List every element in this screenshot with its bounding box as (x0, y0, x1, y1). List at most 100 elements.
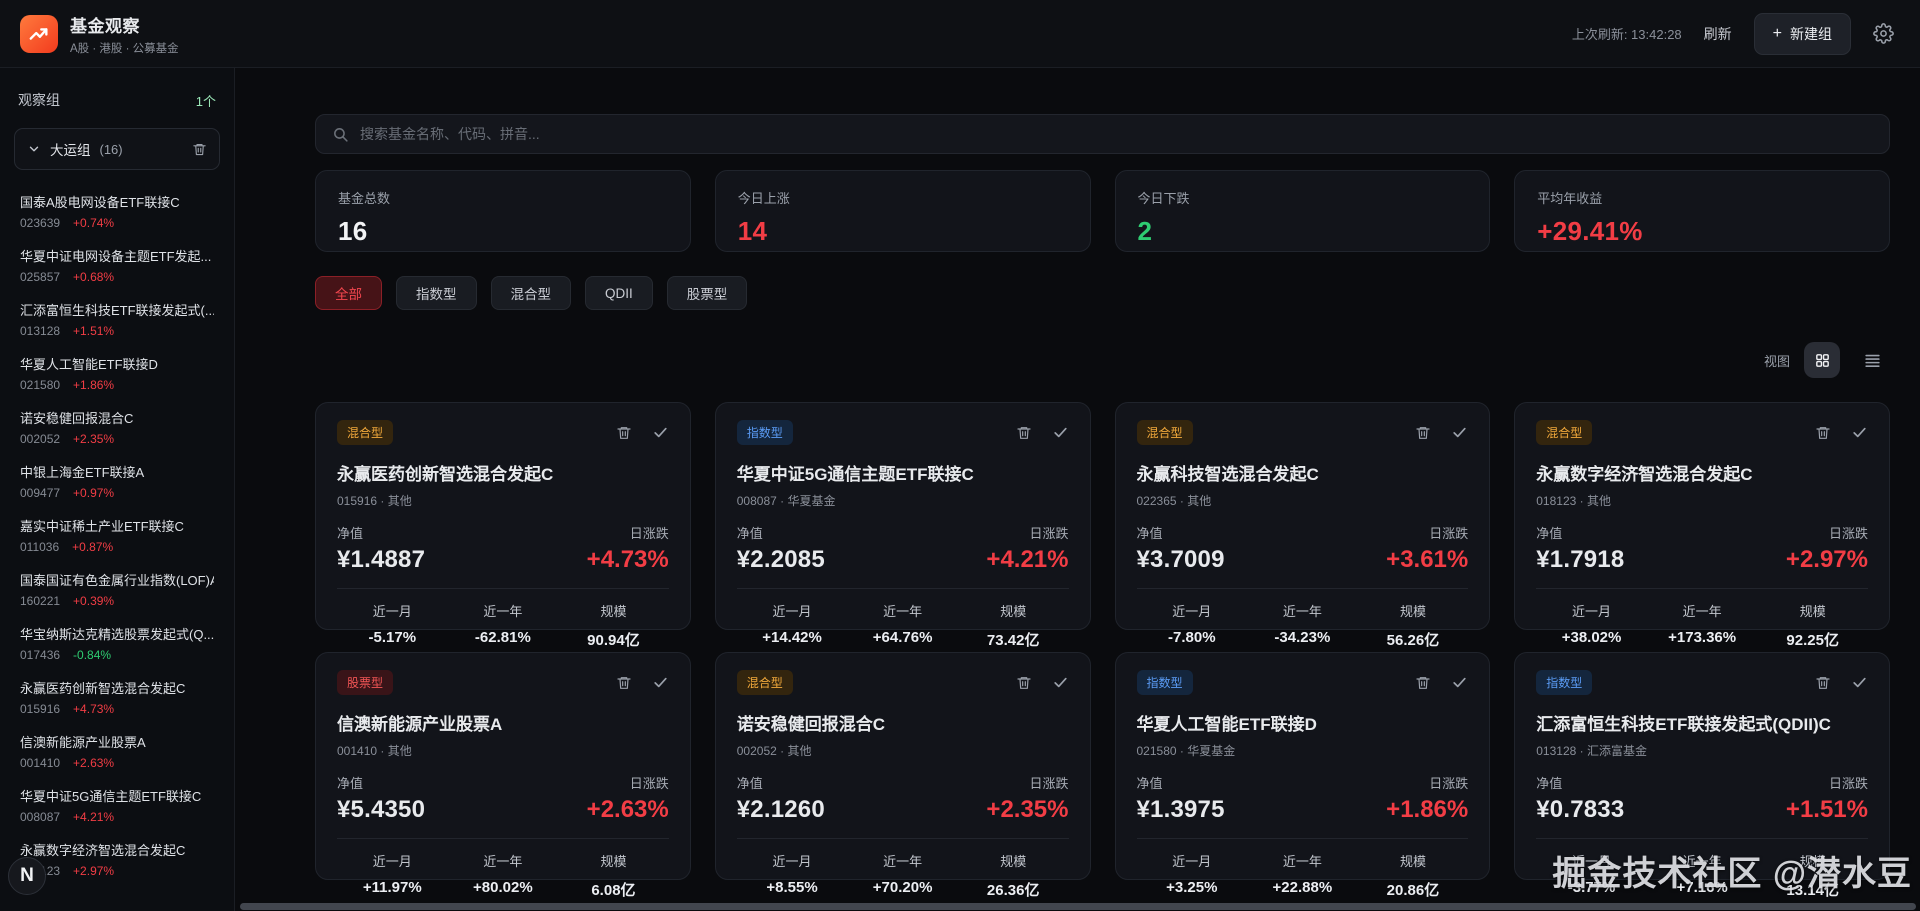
nav-value: ¥1.7918 (1536, 546, 1625, 573)
select-fund-button[interactable] (1851, 424, 1868, 441)
new-group-button[interactable]: + 新建组 (1753, 12, 1851, 55)
sidebar-fund-item[interactable]: 信澳新能源产业股票A 001410 +2.63% (14, 724, 220, 778)
grid-icon (1815, 353, 1829, 367)
app-logo (20, 14, 58, 53)
filter-tab[interactable]: QDII (585, 276, 653, 310)
year-label: 近一年 (1682, 854, 1722, 869)
fund-card-code: 015916 · 其他 (337, 494, 412, 508)
nav-value: ¥2.1260 (736, 796, 825, 823)
fund-card-title: 信澳新能源产业股票A (337, 715, 503, 734)
gear-icon (1873, 23, 1894, 44)
select-fund-button[interactable] (1451, 424, 1468, 441)
filter-tab[interactable]: 指数型 (396, 276, 477, 310)
month-value: +11.97% (362, 879, 422, 896)
select-fund-button[interactable] (1052, 674, 1069, 691)
refresh-button[interactable]: 刷新 (1703, 25, 1732, 42)
fund-card[interactable]: 混合型 诺安稳健回报混合C 002052 · 其他 净值 ¥2.1260 (714, 652, 1091, 899)
sidebar-fund-item[interactable]: 永赢医药创新智选混合发起C 015916 +4.73% (14, 670, 220, 724)
select-fund-button[interactable] (1851, 674, 1868, 691)
sidebar-fund-item[interactable]: 中银上海金ETF联接A 009477 +0.97% (14, 454, 220, 508)
fund-card-code: 021580 · 华夏基金 (1136, 744, 1236, 758)
delete-fund-button[interactable] (1815, 675, 1831, 691)
filter-tab-label: 全部 (335, 287, 362, 302)
fund-card[interactable]: 指数型 华夏中证5G通信主题ETF联接C 008087 · 华夏基金 净值 ¥ (714, 402, 1091, 649)
sidebar-fund-item[interactable]: 国泰A股电网设备ETF联接C 023639 +0.74% (14, 184, 220, 238)
scale-label: 规模 (1799, 854, 1826, 869)
select-fund-button[interactable] (652, 674, 669, 691)
sidebar-fund-item[interactable]: 华宝纳斯达克精选股票发起式(Q... 017436 -0.84% (14, 616, 220, 670)
daily-change-label: 日涨跌 (629, 776, 669, 791)
view-controls: 视图 (315, 342, 1890, 378)
horizontal-scrollbar[interactable] (240, 903, 1916, 910)
plus-icon: + (1772, 24, 1782, 42)
check-icon (654, 427, 667, 438)
daily-change-label: 日涨跌 (1029, 526, 1069, 541)
fund-name: 汇添富恒生科技ETF联接发起式(... (20, 303, 214, 318)
stat-value: +29.41% (1537, 216, 1643, 246)
daily-change-value: +3.61% (1386, 546, 1469, 573)
fund-card[interactable]: 混合型 永赢数字经济智选混合发起C 018123 · 其他 净值 ¥1.791 (1514, 402, 1890, 649)
fund-change: -0.84% (73, 648, 112, 662)
fund-card[interactable]: 混合型 永赢医药创新智选混合发起C 015916 · 其他 净值 ¥1.488 (315, 402, 691, 649)
watchgroup-heading: 观察组 (18, 92, 60, 108)
month-label: 近一月 (1172, 604, 1212, 619)
fund-change: +2.97% (73, 864, 115, 878)
select-fund-button[interactable] (652, 424, 669, 441)
delete-fund-button[interactable] (1415, 425, 1431, 441)
fund-type-badge: 指数型 (1136, 670, 1193, 695)
sidebar-fund-item[interactable]: 华夏中证电网设备主题ETF发起... 025857 +0.68% (14, 238, 220, 292)
settings-button[interactable] (1873, 23, 1894, 44)
daily-change-label: 日涨跌 (1828, 776, 1868, 791)
fund-name: 国泰A股电网设备ETF联接C (20, 195, 180, 210)
delete-fund-button[interactable] (616, 425, 632, 441)
scale-label: 规模 (1399, 604, 1426, 619)
filter-tab[interactable]: 股票型 (666, 276, 748, 310)
fund-list: 国泰A股电网设备ETF联接C 023639 +0.74% 华夏中证电网设备主题E… (14, 184, 220, 886)
nav-value: ¥5.4350 (337, 796, 426, 823)
fund-code: 002052 (20, 432, 61, 446)
search-input[interactable] (360, 126, 1873, 142)
select-fund-button[interactable] (1451, 674, 1468, 691)
fund-type-badge: 混合型 (1536, 420, 1593, 445)
select-fund-button[interactable] (1052, 424, 1069, 441)
fund-card[interactable]: 混合型 永赢科技智选混合发起C 022365 · 其他 净值 ¥3.7009 (1114, 402, 1491, 649)
sidebar-fund-item[interactable]: 华夏人工智能ETF联接D 021580 +1.86% (14, 346, 220, 400)
delete-group-button[interactable] (192, 142, 207, 157)
fund-card-title: 诺安稳健回报混合C (736, 715, 886, 734)
fund-change: +4.73% (73, 702, 115, 716)
filter-tab[interactable]: 混合型 (490, 276, 571, 310)
sidebar-fund-item[interactable]: 国泰国证有色金属行业指数(LOF)A 160221 +0.39% (14, 562, 220, 616)
fund-type-badge: 指数型 (736, 420, 793, 445)
stat-label: 今日下跌 (1137, 191, 1190, 206)
fund-cards-grid: 混合型 永赢医药创新智选混合发起C 015916 · 其他 净值 ¥1.488 (315, 402, 1890, 899)
search-bar (315, 114, 1890, 154)
check-icon (1453, 427, 1466, 438)
fund-card[interactable]: 指数型 汇添富恒生科技ETF联接发起式(QDII)C 013128 · 汇添富基… (1514, 652, 1890, 899)
fund-card[interactable]: 股票型 信澳新能源产业股票A 001410 · 其他 净值 ¥5.4350 (315, 652, 691, 899)
delete-fund-button[interactable] (1016, 425, 1032, 441)
delete-fund-button[interactable] (1815, 425, 1831, 441)
list-view-button[interactable] (1854, 342, 1890, 378)
sidebar-fund-item[interactable]: 嘉实中证稀土产业ETF联接C 011036 +0.87% (14, 508, 220, 562)
stat-value: 14 (737, 216, 768, 246)
filter-tab[interactable]: 全部 (315, 276, 382, 310)
scale-label: 规模 (1799, 604, 1826, 619)
watch-group-row[interactable]: 大运组 (16) (14, 128, 220, 170)
fund-card[interactable]: 指数型 华夏人工智能ETF联接D 021580 · 华夏基金 净值 ¥1.39 (1114, 652, 1491, 899)
check-icon (1853, 427, 1866, 438)
sidebar-fund-item[interactable]: 汇添富恒生科技ETF联接发起式(... 013128 +1.51% (14, 292, 220, 346)
delete-fund-button[interactable] (1415, 675, 1431, 691)
filter-tab-label: 股票型 (686, 287, 728, 302)
filter-tab-label: 混合型 (510, 287, 552, 302)
fund-name: 华夏人工智能ETF联接D (20, 357, 158, 372)
daily-change-label: 日涨跌 (1429, 776, 1469, 791)
search-icon (334, 127, 348, 142)
daily-change-label: 日涨跌 (1429, 526, 1469, 541)
delete-fund-button[interactable] (1016, 675, 1032, 691)
sidebar-fund-item[interactable]: 华夏中证5G通信主题ETF联接C 008087 +4.21% (14, 778, 220, 832)
scale-value: 6.08亿 (591, 882, 636, 899)
delete-fund-button[interactable] (616, 675, 632, 691)
fund-code: 160221 (20, 594, 61, 608)
sidebar-fund-item[interactable]: 诺安稳健回报混合C 002052 +2.35% (14, 400, 220, 454)
grid-view-button[interactable] (1804, 342, 1840, 378)
